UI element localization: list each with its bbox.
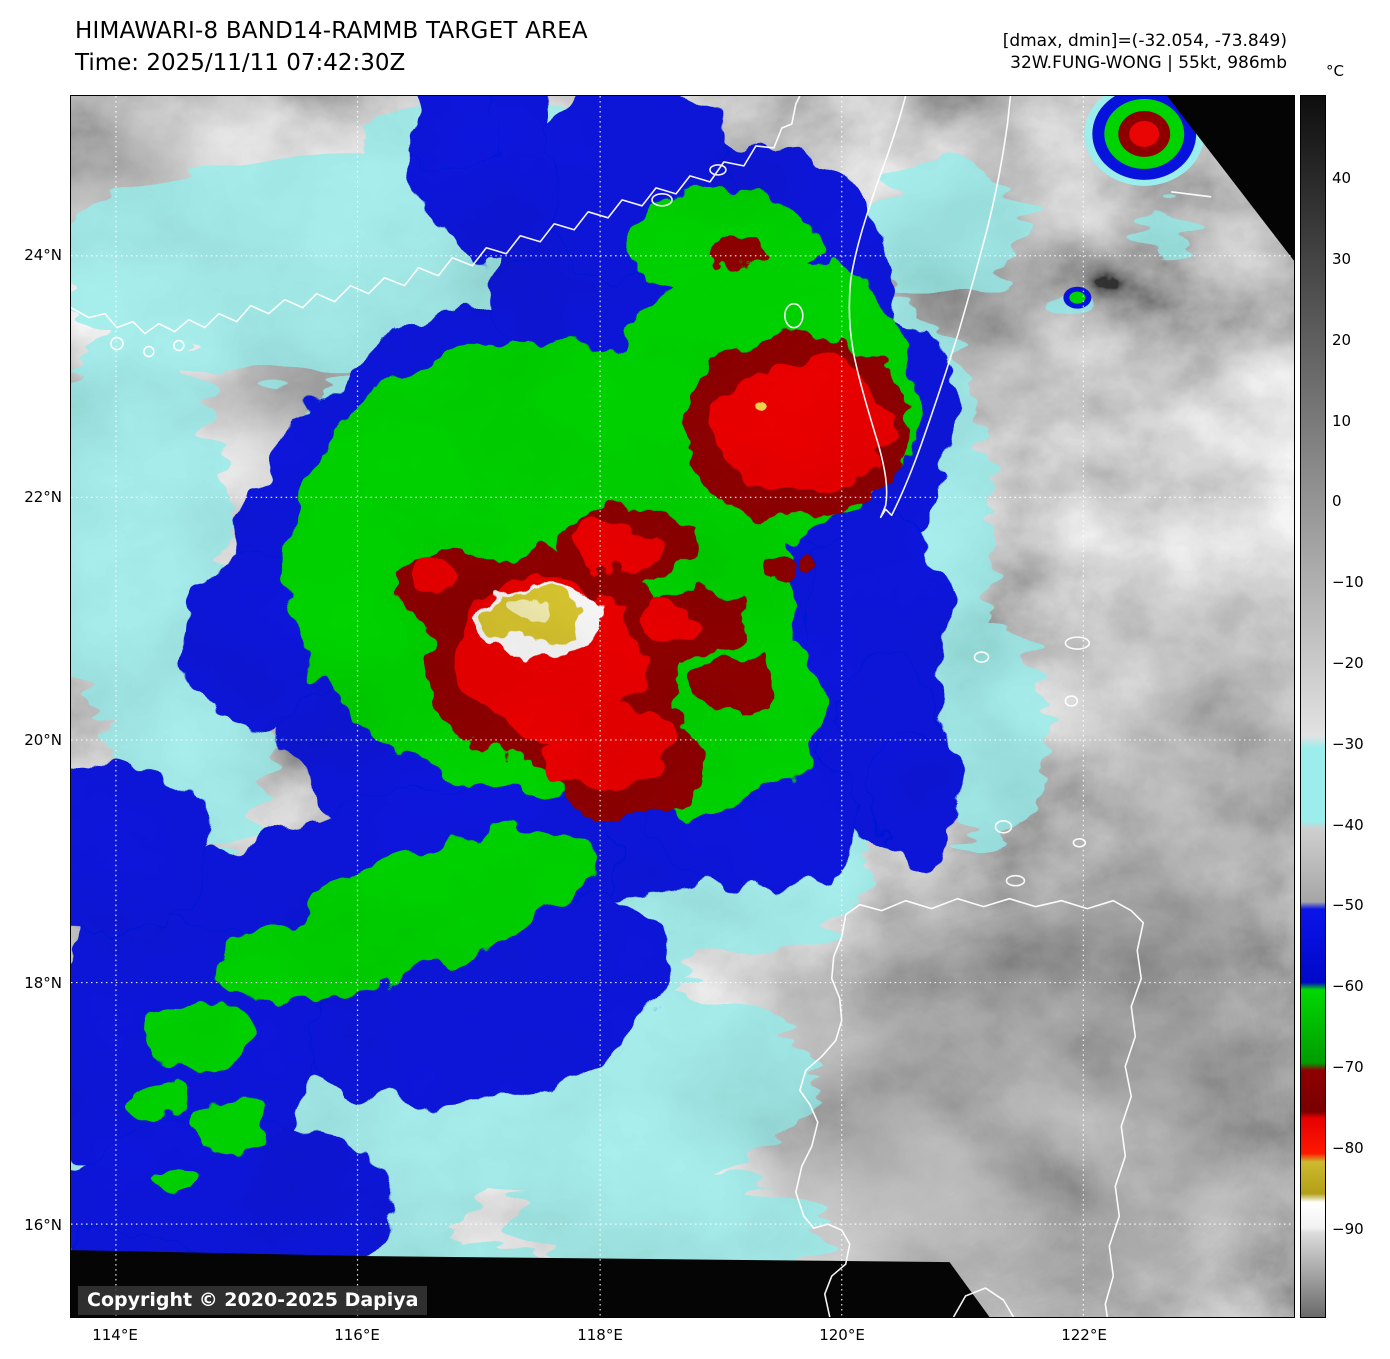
copyright-badge: Copyright © 2020-2025 Dapiya bbox=[78, 1286, 428, 1315]
babuyan-island bbox=[1064, 636, 1091, 650]
cb-tick-m10: −10 bbox=[1332, 573, 1364, 591]
graticule bbox=[71, 96, 1294, 1317]
cb-tick-m70: −70 bbox=[1332, 1058, 1364, 1076]
coastlines bbox=[71, 96, 1212, 1317]
lat-tick-22n: 22°N bbox=[24, 488, 62, 506]
lon-tick-116e: 116°E bbox=[334, 1326, 380, 1344]
cb-tick-m20: −20 bbox=[1332, 654, 1364, 672]
luzon-bay bbox=[952, 1287, 1015, 1317]
dmax-dmin-readout: [dmax, dmin]=(-32.054, -73.849) bbox=[1002, 31, 1287, 51]
satellite-scene bbox=[71, 96, 1294, 1317]
china-coastline bbox=[71, 96, 801, 335]
cb-tick-m90: −90 bbox=[1332, 1220, 1364, 1238]
islet-near-wedge bbox=[1171, 191, 1212, 198]
babuyan-island bbox=[1072, 837, 1087, 848]
lon-tick-122e: 122°E bbox=[1061, 1326, 1107, 1344]
penghu-island bbox=[784, 302, 804, 329]
babuyan-island bbox=[1005, 874, 1026, 887]
texture-overlay bbox=[71, 96, 1294, 1317]
taiwan-coastline bbox=[848, 96, 1012, 519]
storm-info: 32W.FUNG-WONG | 55kt, 986mb bbox=[1010, 53, 1287, 73]
cb-tick-m40: −40 bbox=[1332, 816, 1364, 834]
babuyan-island bbox=[1064, 695, 1079, 707]
timestamp: Time: 2025/11/11 07:42:30Z bbox=[75, 50, 406, 76]
colorbar-unit: °C bbox=[1326, 62, 1344, 80]
cb-tick-m50: −50 bbox=[1332, 896, 1364, 914]
cb-tick-m30: −30 bbox=[1332, 735, 1364, 753]
lat-tick-18n: 18°N bbox=[24, 974, 62, 992]
luzon-coastline bbox=[795, 897, 1145, 1317]
lon-tick-114e: 114°E bbox=[92, 1326, 138, 1344]
babuyan-island bbox=[994, 820, 1013, 834]
cb-tick-40: 40 bbox=[1332, 169, 1352, 187]
temperature-colorbar bbox=[1300, 95, 1326, 1318]
babuyan-island bbox=[973, 651, 990, 663]
cb-tick-20: 20 bbox=[1332, 331, 1352, 349]
cb-tick-30: 30 bbox=[1332, 250, 1352, 268]
lon-tick-120e: 120°E bbox=[819, 1326, 865, 1344]
page-title: HIMAWARI-8 BAND14-RAMMB TARGET AREA bbox=[75, 18, 588, 44]
corner-convection-blob bbox=[1063, 96, 1205, 309]
scan-edge-wedge bbox=[1167, 96, 1294, 261]
cb-tick-0: 0 bbox=[1332, 492, 1342, 510]
cb-tick-m80: −80 bbox=[1332, 1139, 1364, 1157]
lon-tick-118e: 118°E bbox=[577, 1326, 623, 1344]
satellite-image bbox=[70, 95, 1295, 1318]
lat-tick-20n: 20°N bbox=[24, 731, 62, 749]
lat-tick-24n: 24°N bbox=[24, 246, 62, 264]
cb-tick-10: 10 bbox=[1332, 412, 1352, 430]
cb-tick-m60: −60 bbox=[1332, 977, 1364, 995]
lat-tick-16n: 16°N bbox=[24, 1216, 62, 1234]
